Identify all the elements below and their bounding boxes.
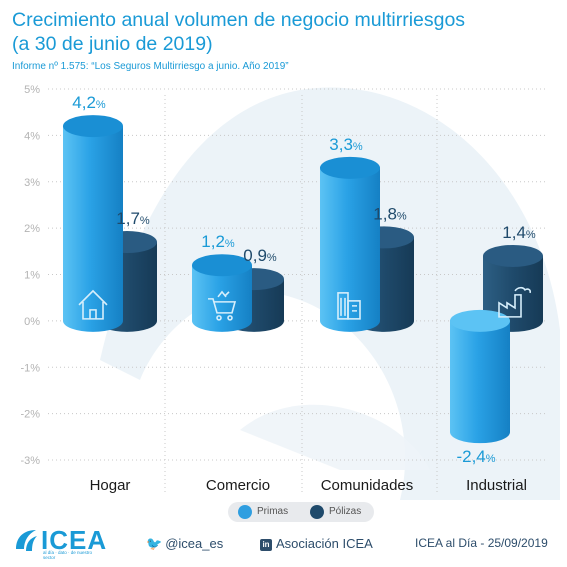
legend-swatch-polizas [310, 505, 324, 519]
y-tick-label: -2% [20, 409, 40, 421]
cart-wheel [216, 315, 222, 321]
data-label-unit: % [267, 252, 277, 264]
y-tick-label: 0% [24, 316, 40, 328]
x-tick-label: Comercio [206, 477, 270, 494]
title-line-2: (a 30 de junio de 2019) [12, 33, 213, 55]
bar-primas-body [63, 126, 123, 332]
chart-labels: 4,2%1,7%Hogar1,2%0,9%Comercio3,3%1,8%Com… [72, 93, 536, 494]
cart-outline [208, 298, 237, 314]
data-label-unit: % [353, 141, 363, 153]
linkedin-icon: in [260, 539, 272, 551]
twitter-link[interactable]: 🐦 @icea_es [146, 536, 223, 552]
bar-primas-body [320, 167, 380, 332]
data-label-polizas: 1,4% [502, 223, 536, 242]
cart-wheel [227, 315, 233, 321]
y-tick-label: 5% [24, 84, 40, 96]
x-tick-label: Industrial [466, 477, 527, 494]
linkedin-link[interactable]: in Asociación ICEA [260, 536, 373, 551]
chart-bars [63, 115, 543, 444]
house-outline [78, 289, 108, 320]
y-tick-label: 3% [24, 177, 40, 189]
factory-icon [498, 286, 531, 318]
bar-primas-top [192, 254, 252, 277]
y-tick-label: 1% [24, 270, 40, 282]
y-tick-label: 4% [24, 130, 40, 142]
bar-primas-body [450, 320, 510, 444]
icea-logo[interactable]: ICEA al día · dato · de nuestro sector [12, 525, 106, 560]
legend-label-primas: Primas [257, 506, 289, 517]
bar-primas [192, 254, 252, 332]
linkedin-name: Asociación ICEA [276, 536, 373, 551]
x-tick-label: Comunidades [321, 477, 414, 494]
building-windows [340, 297, 357, 316]
building-block [347, 300, 361, 320]
twitter-handle: @icea_es [165, 536, 224, 551]
legend-swatch-primas [238, 505, 252, 519]
bar-polizas-top [483, 244, 543, 267]
x-tick-label: Hogar [90, 477, 131, 494]
shopping-cart-icon [208, 290, 237, 321]
bar-primas [63, 115, 123, 332]
cart-items [217, 290, 230, 298]
title-line-1: Crecimiento anual volumen de negocio mul… [12, 9, 466, 31]
data-label-unit: % [486, 453, 496, 465]
logo-mark-icon [16, 530, 37, 551]
building-icon [337, 292, 361, 320]
logo-text: ICEA [41, 525, 108, 555]
legend-label-polizas: Pólizas [329, 506, 362, 517]
data-label-unit: % [397, 210, 407, 222]
y-tick-label: -3% [20, 455, 40, 467]
y-tick-label: 2% [24, 223, 40, 235]
bar-primas-top [320, 156, 380, 179]
data-label-unit: % [96, 99, 106, 111]
factory-outline [498, 294, 522, 318]
twitter-bird-icon: 🐦 [146, 536, 163, 551]
factory-smoke [514, 286, 531, 294]
house-icon [78, 289, 108, 320]
y-tick-label: -1% [20, 362, 40, 374]
data-label-primas: 4,2% [72, 93, 106, 112]
legend: Primas Pólizas [228, 502, 374, 522]
data-label-unit: % [140, 215, 150, 227]
footer-date: ICEA al Día - 25/09/2019 [415, 536, 548, 550]
data-label-unit: % [225, 238, 235, 250]
bar-primas [320, 156, 380, 332]
bar-primas-body [192, 265, 252, 332]
bar-primas-top [450, 309, 510, 332]
chart-title: Crecimiento anual volumen de negocio mul… [12, 8, 557, 56]
data-label-unit: % [526, 229, 536, 241]
data-label-polizas: 1,7% [116, 209, 150, 228]
bar-primas [450, 309, 510, 444]
bar-primas-top [63, 115, 123, 138]
logo-tagline: al día · dato · de nuestro sector [43, 550, 93, 560]
chart-subtitle: Informe nº 1.575: “Los Seguros Multirrie… [12, 61, 289, 72]
